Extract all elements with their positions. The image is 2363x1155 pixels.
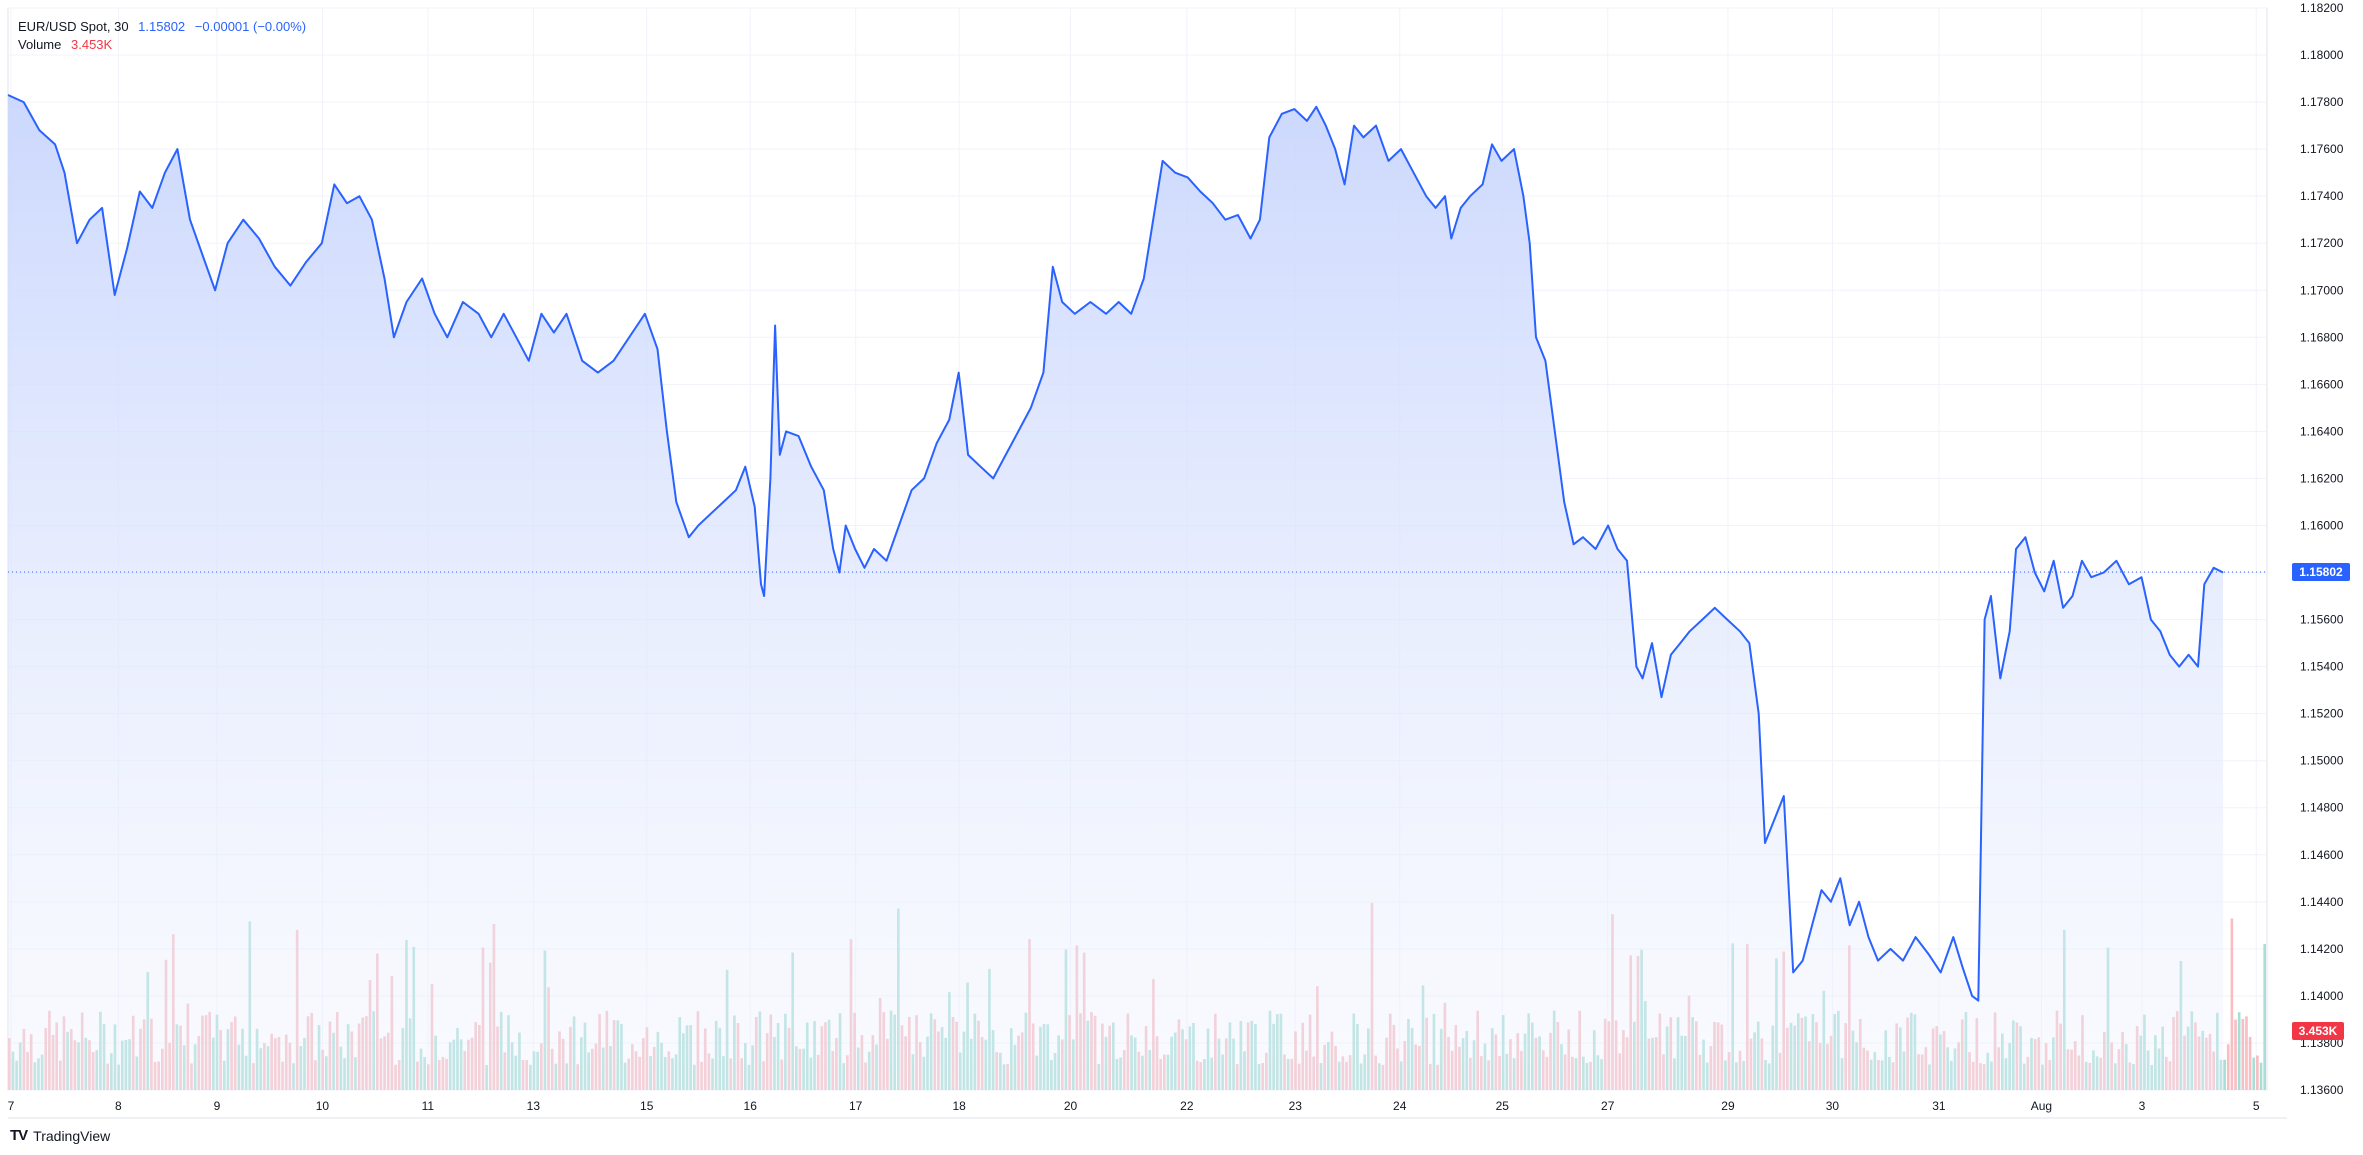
x-tick-label: 13 bbox=[527, 1099, 541, 1113]
legend-price-row[interactable]: EUR/USD Spot, 30 1.15802 −0.00001 (−0.00… bbox=[18, 18, 306, 36]
x-tick-label: 9 bbox=[214, 1099, 221, 1113]
x-tick-label: 15 bbox=[640, 1099, 654, 1113]
y-tick-label: 1.13600 bbox=[2300, 1083, 2344, 1097]
volume-bar bbox=[2263, 944, 2266, 1090]
y-tick-label: 1.14600 bbox=[2300, 848, 2344, 862]
y-tick-label: 1.16600 bbox=[2300, 377, 2344, 391]
y-tick-label: 1.17800 bbox=[2300, 95, 2344, 109]
x-tick-label: 11 bbox=[422, 1099, 435, 1113]
legend-volume-label: Volume bbox=[18, 37, 62, 52]
y-tick-label: 1.15600 bbox=[2300, 613, 2344, 627]
x-tick-label: 25 bbox=[1496, 1099, 1510, 1113]
x-tick-label: 8 bbox=[115, 1099, 122, 1113]
y-tick-label: 1.16000 bbox=[2300, 518, 2344, 532]
volume-bar bbox=[2245, 1016, 2248, 1090]
price-line bbox=[7, 94, 2224, 1002]
volume-badge-label: 3.453K bbox=[2299, 1024, 2338, 1038]
x-tick-label: Aug bbox=[2031, 1099, 2052, 1113]
price-badge-label: 1.15802 bbox=[2299, 565, 2343, 579]
x-tick-label: 20 bbox=[1064, 1099, 1078, 1113]
y-tick-label: 1.14800 bbox=[2300, 801, 2344, 815]
x-tick-label: 22 bbox=[1180, 1099, 1194, 1113]
y-tick-label: 1.17600 bbox=[2300, 142, 2344, 156]
y-tick-label: 1.15200 bbox=[2300, 707, 2344, 721]
x-tick-label: 3 bbox=[2139, 1099, 2146, 1113]
price-line-layer bbox=[7, 94, 2267, 1002]
y-tick-label: 1.17200 bbox=[2300, 236, 2344, 250]
x-tick-label: 29 bbox=[1721, 1099, 1735, 1113]
y-tick-label: 1.17400 bbox=[2300, 189, 2344, 203]
y-tick-label: 1.16200 bbox=[2300, 471, 2344, 485]
volume-bar bbox=[2248, 1036, 2252, 1090]
brand-logo[interactable]: TV TradingView bbox=[10, 1127, 110, 1144]
x-tick-label: 31 bbox=[1932, 1099, 1946, 1113]
volume-bar bbox=[2256, 1055, 2259, 1090]
x-tick-label: 24 bbox=[1393, 1099, 1407, 1113]
x-tick-label: 5 bbox=[2253, 1099, 2260, 1113]
y-tick-label: 1.14200 bbox=[2300, 942, 2344, 956]
axes: 1.18200 1.18000 1.17800 1.17600 1.17400 1.172… bbox=[8, 1, 2344, 1119]
x-tick-label: 17 bbox=[849, 1099, 863, 1113]
legend-change: −0.00001 (−0.00%) bbox=[194, 19, 307, 34]
legend-last: 1.15802 bbox=[138, 19, 186, 34]
volume-bar bbox=[2237, 1012, 2241, 1090]
volume-bar bbox=[2259, 1062, 2263, 1090]
y-tick-label: 1.15400 bbox=[2300, 660, 2344, 674]
x-tick-label: 10 bbox=[316, 1099, 330, 1113]
brand-name: TradingView bbox=[33, 1127, 111, 1144]
x-tick-label: 27 bbox=[1601, 1099, 1615, 1113]
y-tick-label: 1.18000 bbox=[2300, 48, 2344, 62]
volume-bar bbox=[2223, 1059, 2226, 1090]
volume-badge bbox=[2292, 1022, 2344, 1040]
legend-symbol: EUR/USD Spot, 30 bbox=[18, 19, 129, 34]
x-tick-label: 23 bbox=[1289, 1099, 1303, 1113]
y-tick-label: 1.14000 bbox=[2300, 989, 2344, 1003]
volume-bar bbox=[2226, 1044, 2230, 1090]
badges: 1.15802 3.453K bbox=[2292, 563, 2350, 1040]
legend-volume-row[interactable]: Volume 3.453K bbox=[18, 36, 306, 54]
volume-bar bbox=[2230, 918, 2234, 1090]
price-area bbox=[8, 95, 2224, 1090]
x-tick-label: 18 bbox=[952, 1099, 966, 1113]
legend: EUR/USD Spot, 30 1.15802 −0.00001 (−0.00… bbox=[18, 18, 306, 54]
x-tick-label: 16 bbox=[744, 1099, 758, 1113]
y-tick-label: 1.16400 bbox=[2300, 424, 2344, 438]
legend-volume-value: 3.453K bbox=[71, 37, 113, 52]
tradingview-logo-icon: TV bbox=[10, 1127, 28, 1144]
y-tick-label: 1.16800 bbox=[2300, 330, 2344, 344]
price-area-fill bbox=[8, 95, 2224, 1090]
x-tick-label: 7 bbox=[8, 1099, 15, 1113]
volume-bar bbox=[2252, 1057, 2256, 1090]
y-tick-label: 1.17000 bbox=[2300, 283, 2344, 297]
x-tick-label: 30 bbox=[1826, 1099, 1840, 1113]
volume-bar bbox=[2234, 1019, 2237, 1090]
y-tick-label: 1.15000 bbox=[2300, 754, 2344, 768]
y-tick-label: 1.14400 bbox=[2300, 895, 2344, 909]
volume-bar bbox=[2241, 1018, 2245, 1090]
y-tick-label: 1.18200 bbox=[2300, 1, 2344, 15]
price-badge bbox=[2292, 563, 2350, 582]
